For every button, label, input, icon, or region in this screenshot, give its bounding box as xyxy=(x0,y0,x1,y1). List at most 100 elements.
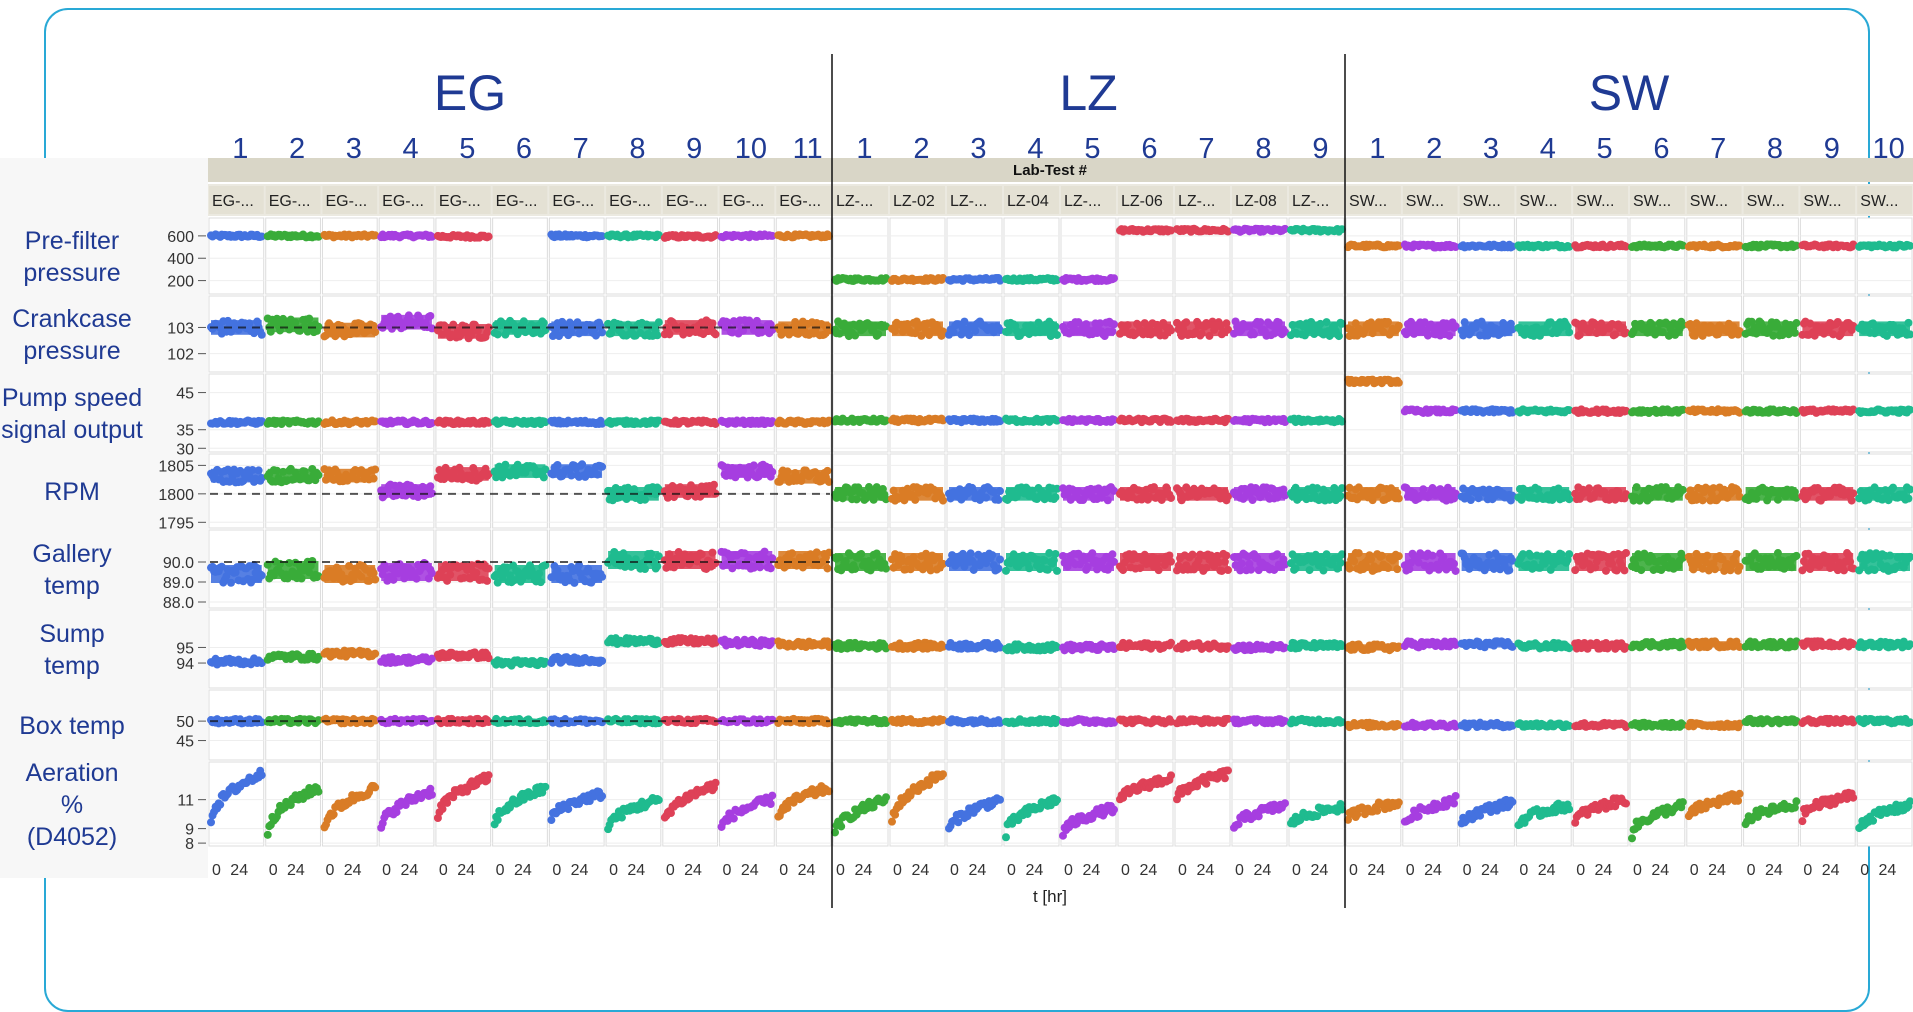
data-band xyxy=(551,321,602,336)
data-band xyxy=(1802,321,1853,336)
column-number: 2 xyxy=(913,133,929,165)
panel-cell xyxy=(1460,218,1515,294)
panel-cell xyxy=(549,374,604,452)
test-id-label: EG-... xyxy=(666,193,708,210)
panel-cell xyxy=(833,374,888,452)
panel-cell xyxy=(436,218,491,294)
panel-cell xyxy=(1857,218,1912,294)
data-band xyxy=(551,420,602,425)
column-number: 6 xyxy=(516,133,532,165)
data-band xyxy=(551,464,602,478)
test-id-label: LZ-... xyxy=(1178,193,1215,210)
test-id-label: SW... xyxy=(1519,193,1557,210)
data-band xyxy=(211,420,262,425)
column-number: 4 xyxy=(1540,133,1556,165)
test-id-label: EG-... xyxy=(269,193,311,210)
panel-cell xyxy=(1004,374,1059,452)
data-band xyxy=(1802,243,1853,248)
panel-cell xyxy=(1175,374,1230,452)
data-band xyxy=(1006,418,1057,423)
panel-cell xyxy=(720,218,775,294)
data-band xyxy=(1348,487,1399,501)
test-id-label: LZ-02 xyxy=(893,193,935,210)
row-label: Pump speed xyxy=(2,384,142,412)
y-tick-label: 30 xyxy=(176,441,194,458)
data-band xyxy=(1177,487,1228,501)
column-number: 10 xyxy=(735,133,767,165)
test-id-label: SW... xyxy=(1349,193,1387,210)
data-band xyxy=(778,233,829,238)
data-band xyxy=(1120,228,1171,233)
column-number: 11 xyxy=(793,133,823,165)
data-band xyxy=(1859,409,1910,414)
y-tick-label: 45 xyxy=(176,386,194,403)
data-band xyxy=(722,420,773,425)
panel-cell xyxy=(776,218,831,294)
panel-cell xyxy=(663,374,718,452)
test-id-label: EG-... xyxy=(439,193,481,210)
data-band xyxy=(268,233,319,238)
panel-cell xyxy=(1800,218,1855,294)
panel-cell xyxy=(663,218,718,294)
column-number: 3 xyxy=(1483,133,1499,165)
y-tick-label: 1795 xyxy=(158,515,194,532)
test-id-label: SW... xyxy=(1406,193,1444,210)
data-band xyxy=(722,464,773,478)
data-band xyxy=(1120,487,1171,501)
data-band xyxy=(1859,243,1910,248)
y-tick-label: 200 xyxy=(167,274,194,291)
data-band xyxy=(835,487,886,501)
data-band xyxy=(1177,418,1228,423)
data-band xyxy=(268,317,319,332)
data-band xyxy=(211,469,262,483)
data-band xyxy=(1291,321,1342,336)
data-band xyxy=(1689,243,1740,248)
column-number: 6 xyxy=(1141,133,1157,165)
test-id-label: LZ-04 xyxy=(1007,193,1049,210)
test-id-label: EG-... xyxy=(325,193,367,210)
column-number: 3 xyxy=(970,133,986,165)
panel-cell xyxy=(606,610,661,688)
panel-cell xyxy=(1061,374,1116,452)
panel-cell xyxy=(209,374,264,452)
panel-cell xyxy=(322,374,377,452)
data-band xyxy=(1689,321,1740,336)
column-number: 9 xyxy=(1824,133,1840,165)
column-number: 1 xyxy=(856,133,872,165)
data-band xyxy=(211,233,262,238)
group-title-eg: EG xyxy=(434,65,506,121)
data-band xyxy=(1518,487,1569,501)
row-label: Crankcase xyxy=(12,305,132,333)
data-band xyxy=(1575,409,1626,414)
data-band xyxy=(892,321,943,336)
test-id-label: LZ-06 xyxy=(1121,193,1163,210)
test-id-label: EG-... xyxy=(382,193,424,210)
data-band xyxy=(1405,243,1456,248)
data-band xyxy=(1518,243,1569,248)
data-band xyxy=(1746,321,1797,336)
test-id-label: SW... xyxy=(1463,193,1501,210)
data-band xyxy=(1632,243,1683,248)
data-band xyxy=(268,420,319,425)
data-band xyxy=(1802,409,1853,414)
data-band xyxy=(495,464,546,478)
data-band xyxy=(1462,243,1513,248)
test-id-label: LZ-... xyxy=(1292,193,1329,210)
test-id-label: EG-... xyxy=(723,193,765,210)
column-number: 1 xyxy=(232,133,248,165)
column-number: 9 xyxy=(1312,133,1328,165)
lab-test-title: Lab-Test # xyxy=(1013,162,1088,179)
panel-cell xyxy=(1744,218,1799,294)
data-band xyxy=(1859,321,1910,336)
panel-cell xyxy=(1630,218,1685,294)
data-band xyxy=(1234,321,1285,336)
panel-cell xyxy=(776,374,831,452)
data-band xyxy=(1177,321,1228,336)
data-band xyxy=(1063,277,1114,282)
data-band xyxy=(949,487,1000,501)
data-band xyxy=(1462,487,1513,501)
test-id-label: LZ-... xyxy=(950,193,987,210)
data-band xyxy=(1632,321,1683,336)
panel-cell xyxy=(379,296,434,372)
data-band xyxy=(1348,243,1399,248)
